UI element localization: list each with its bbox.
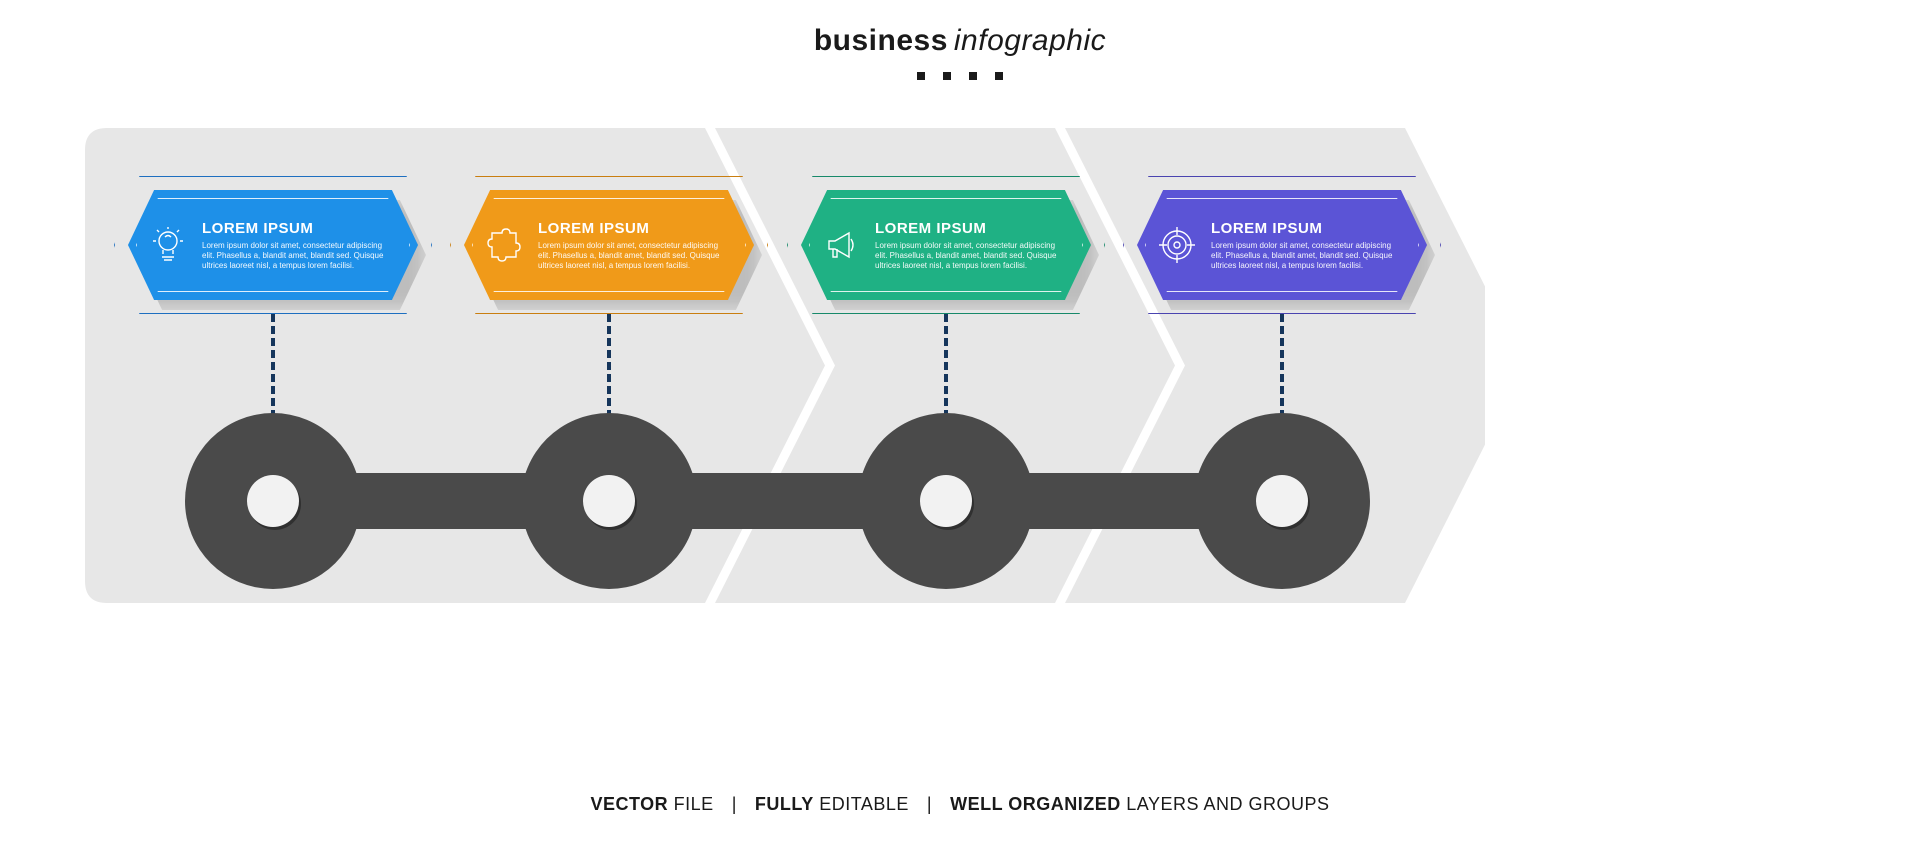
card-text: LOREM IPSUM Lorem ipsum dolor sit amet, c…: [538, 220, 726, 271]
connector-dash: [1280, 314, 1284, 430]
timeline-node: [858, 413, 1034, 589]
step-card: LOREM IPSUM Lorem ipsum dolor sit amet, c…: [1137, 190, 1427, 300]
footer-segment-bold: WELL ORGANIZED: [950, 794, 1121, 814]
card-title: LOREM IPSUM: [875, 220, 1063, 237]
timeline-node: [521, 413, 697, 589]
card-title: LOREM IPSUM: [1211, 220, 1399, 237]
step-4: LOREM IPSUM Lorem ipsum dolor sit amet, c…: [1137, 190, 1427, 300]
header-dots: [0, 72, 1920, 80]
timeline-node-inner: [920, 475, 972, 527]
bulb-icon: [146, 223, 190, 267]
step-card: LOREM IPSUM Lorem ipsum dolor sit amet, c…: [128, 190, 418, 300]
timeline-bar: [273, 473, 1282, 529]
footer: VECTOR FILE | FULLY EDITABLE | WELL ORGANIZE…: [0, 794, 1920, 815]
card-description: Lorem ipsum dolor sit amet, consectetur …: [202, 241, 390, 271]
header-dot: [995, 72, 1003, 80]
footer-segment-bold: FULLY: [755, 794, 814, 814]
timeline-node: [185, 413, 361, 589]
card-title: LOREM IPSUM: [538, 220, 726, 237]
footer-segment-bold: VECTOR: [590, 794, 668, 814]
card-text: LOREM IPSUM Lorem ipsum dolor sit amet, c…: [1211, 220, 1399, 271]
card-description: Lorem ipsum dolor sit amet, consectetur …: [1211, 241, 1399, 271]
target-icon: [1155, 223, 1199, 267]
footer-segment-light: EDITABLE: [814, 794, 909, 814]
header-title-light: infographic: [954, 24, 1106, 57]
card-title: LOREM IPSUM: [202, 220, 390, 237]
timeline-node-inner: [247, 475, 299, 527]
header-title: businessinfographic: [0, 24, 1920, 58]
card-description: Lorem ipsum dolor sit amet, consectetur …: [538, 241, 726, 271]
connector-dash: [607, 314, 611, 430]
footer-segment-light: FILE: [668, 794, 714, 814]
step-1: LOREM IPSUM Lorem ipsum dolor sit amet, c…: [128, 190, 418, 300]
step-3: LOREM IPSUM Lorem ipsum dolor sit amet, c…: [801, 190, 1091, 300]
megaphone-icon: [819, 223, 863, 267]
footer-separator: |: [732, 794, 737, 814]
footer-separator: |: [927, 794, 932, 814]
timeline-node-inner-shadow: [922, 478, 974, 530]
timeline-node-inner-shadow: [1258, 478, 1310, 530]
header-dot: [917, 72, 925, 80]
step-card: LOREM IPSUM Lorem ipsum dolor sit amet, c…: [801, 190, 1091, 300]
card-text: LOREM IPSUM Lorem ipsum dolor sit amet, c…: [202, 220, 390, 271]
timeline-node: [1194, 413, 1370, 589]
footer-segment-light: LAYERS AND GROUPS: [1121, 794, 1330, 814]
timeline: [0, 0, 1920, 845]
step-card: LOREM IPSUM Lorem ipsum dolor sit amet, c…: [464, 190, 754, 300]
card-description: Lorem ipsum dolor sit amet, consectetur …: [875, 241, 1063, 271]
timeline-node-inner-shadow: [249, 478, 301, 530]
header-dot: [943, 72, 951, 80]
card-text: LOREM IPSUM Lorem ipsum dolor sit amet, c…: [875, 220, 1063, 271]
timeline-node-inner: [1256, 475, 1308, 527]
connector-dash: [944, 314, 948, 430]
header: businessinfographic: [0, 24, 1920, 80]
puzzle-icon: [482, 223, 526, 267]
step-2: LOREM IPSUM Lorem ipsum dolor sit amet, c…: [464, 190, 754, 300]
timeline-node-inner-shadow: [585, 478, 637, 530]
header-dot: [969, 72, 977, 80]
timeline-node-inner: [583, 475, 635, 527]
infographic-stage: businessinfographic LOREM IPSUM Lorem ips…: [0, 0, 1920, 845]
connector-dash: [271, 314, 275, 430]
header-title-bold: business: [814, 24, 948, 57]
